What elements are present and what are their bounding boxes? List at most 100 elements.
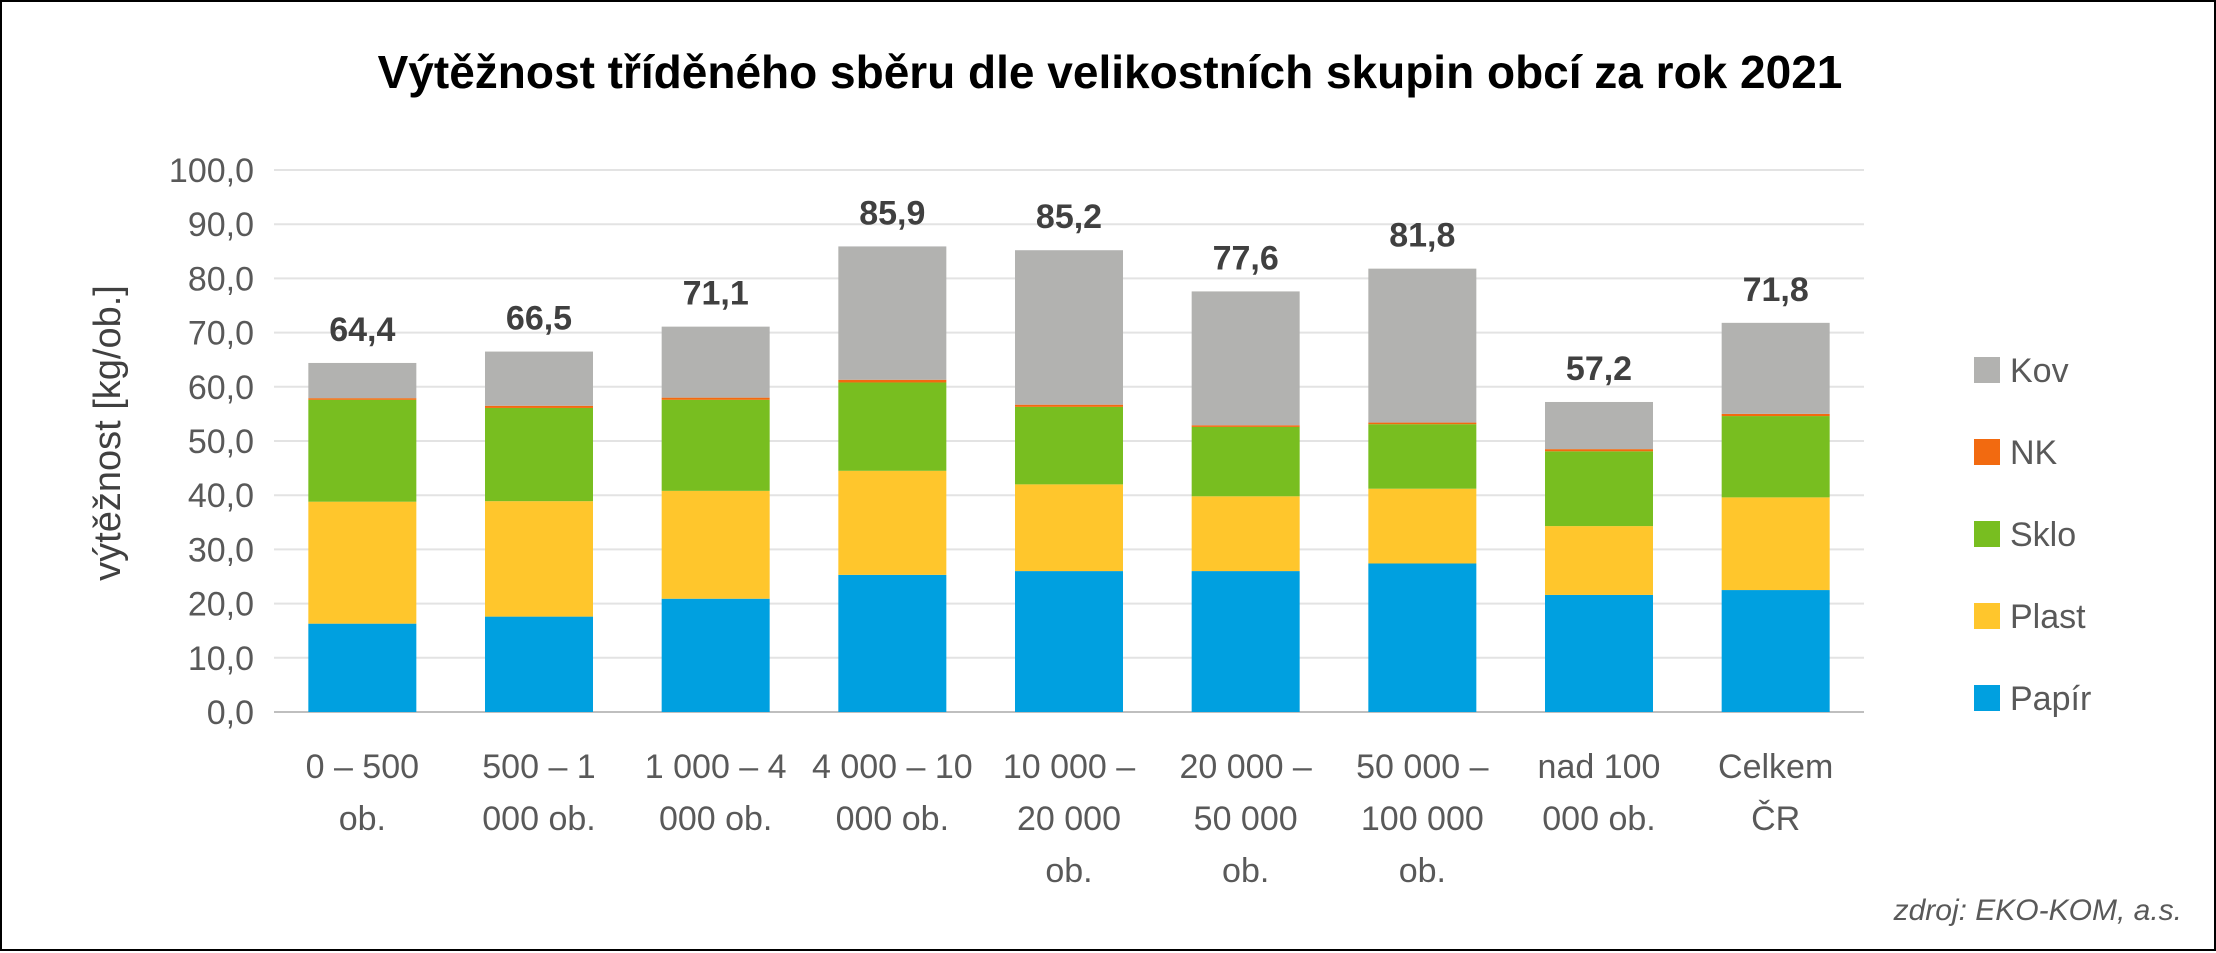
y-axis-ticks: 0,0 10,0 20,0 30,0 40,0 50,0 60,0 70,0 80,0 90,0 1… xyxy=(169,152,254,732)
y-tick-label: 10,0 xyxy=(188,640,254,678)
bar-segment-nk xyxy=(1015,404,1123,407)
category-labels: 0 – 500 ob. 500 – 1 000 ob. 1 000 – 4 000 ob.… xyxy=(306,748,1834,890)
y-tick-label: 80,0 xyxy=(188,260,254,298)
bar-segment-nk xyxy=(1368,422,1477,425)
x-tick-label: ČR xyxy=(1751,800,1800,838)
legend-swatch-plast xyxy=(1974,603,2000,629)
x-tick-label: 50 000 – xyxy=(1356,748,1488,786)
x-tick-label: ob. xyxy=(1222,852,1269,890)
bar-segment-papír xyxy=(838,574,947,712)
bar-segment-kov xyxy=(308,362,417,399)
legend-swatch-kov xyxy=(1974,357,2000,383)
bar-segment-plast xyxy=(485,501,593,617)
bar-segment-kov xyxy=(485,351,593,406)
y-tick-label: 60,0 xyxy=(188,369,254,407)
total-label: 57,2 xyxy=(1566,350,1632,388)
bar-segment-nk xyxy=(1721,413,1830,417)
legend-label: Papír xyxy=(2010,680,2091,718)
x-tick-label: 1 000 – 4 xyxy=(645,748,787,786)
bar-segment-plast xyxy=(661,490,770,599)
bar-segment-papír xyxy=(661,598,770,712)
y-axis-label: výtěžnost [kg/ob.] xyxy=(87,285,129,581)
x-tick-label: 10 000 – xyxy=(1003,748,1135,786)
legend-label: Kov xyxy=(2010,352,2069,390)
bar-segment-plast xyxy=(1191,496,1300,572)
legend-label: Sklo xyxy=(2010,516,2076,554)
y-tick-label: 40,0 xyxy=(188,477,254,515)
bar-segment-sklo xyxy=(838,382,947,471)
total-labels: 64,4 66,5 71,1 85,9 85,2 77,6 81,8 57,2 71,8 xyxy=(329,194,1809,388)
x-tick-label: nad 100 xyxy=(1538,748,1661,786)
total-label: 77,6 xyxy=(1213,239,1279,277)
bar-segment-papír xyxy=(1191,571,1300,712)
bar-segment-sklo xyxy=(1368,424,1477,489)
legend-swatch-nk xyxy=(1974,439,2000,465)
bar-segment-nk xyxy=(1545,449,1653,452)
bar-segment-plast xyxy=(1545,526,1653,595)
x-tick-label: 000 ob. xyxy=(1542,800,1655,838)
bar-segment-kov xyxy=(661,326,770,398)
legend-swatch-sklo xyxy=(1974,521,2000,547)
bar-segment-nk xyxy=(308,398,417,400)
total-label: 85,9 xyxy=(859,194,925,232)
y-tick-label: 90,0 xyxy=(188,206,254,244)
bars xyxy=(308,246,1830,712)
bar-segment-sklo xyxy=(1721,416,1830,498)
total-label: 66,5 xyxy=(506,300,572,338)
x-tick-label: ob. xyxy=(1399,852,1446,890)
x-tick-label: 20 000 – xyxy=(1179,748,1311,786)
legend-swatch-papír xyxy=(1974,685,2000,711)
x-tick-label: 000 ob. xyxy=(836,800,949,838)
total-label: 64,4 xyxy=(329,311,395,349)
x-tick-label: 000 ob. xyxy=(482,800,595,838)
total-label: 71,1 xyxy=(683,275,749,313)
x-tick-label: 4 000 – 10 xyxy=(812,748,973,786)
bar-segment-nk xyxy=(1191,425,1300,427)
legend-label: NK xyxy=(2010,434,2058,472)
x-tick-label: 500 – 1 xyxy=(482,748,595,786)
bar-segment-sklo xyxy=(308,399,417,502)
bar-segment-kov xyxy=(1015,250,1123,405)
legend-label: Plast xyxy=(2010,598,2086,636)
y-tick-label: 100,0 xyxy=(169,152,254,190)
x-tick-label: 000 ob. xyxy=(659,800,772,838)
bar-segment-sklo xyxy=(485,407,593,502)
source-note: zdroj: EKO-KOM, a.s. xyxy=(1893,894,2182,927)
bar-segment-papír xyxy=(485,616,593,712)
y-tick-label: 20,0 xyxy=(188,586,254,624)
total-label: 81,8 xyxy=(1389,217,1455,255)
y-tick-label: 0,0 xyxy=(207,694,254,732)
total-label: 85,2 xyxy=(1036,198,1102,236)
bar-segment-nk xyxy=(838,379,947,383)
bar-segment-plast xyxy=(1015,484,1123,572)
bar-segment-papír xyxy=(308,623,417,712)
x-tick-label: 20 000 xyxy=(1017,800,1121,838)
x-tick-label: ob. xyxy=(1045,852,1092,890)
bar-segment-sklo xyxy=(1191,426,1300,497)
bar-segment-plast xyxy=(1368,488,1477,564)
bar-segment-plast xyxy=(1721,497,1830,591)
bar-segment-plast xyxy=(838,470,947,575)
bar-segment-sklo xyxy=(661,399,770,491)
y-tick-label: 30,0 xyxy=(188,531,254,569)
total-label: 71,8 xyxy=(1743,271,1809,309)
bar-segment-sklo xyxy=(1015,406,1123,485)
bar-segment-kov xyxy=(838,246,947,380)
bar-segment-papír xyxy=(1368,563,1477,712)
bar-segment-kov xyxy=(1545,401,1653,450)
x-tick-label: ob. xyxy=(339,800,386,838)
bar-segment-sklo xyxy=(1545,451,1653,527)
bar-segment-nk xyxy=(485,405,593,408)
bar-segment-papír xyxy=(1015,571,1123,712)
x-tick-label: Celkem xyxy=(1718,748,1833,786)
bar-segment-kov xyxy=(1721,322,1830,414)
y-tick-label: 70,0 xyxy=(188,315,254,353)
x-tick-label: 50 000 xyxy=(1194,800,1298,838)
bar-segment-papír xyxy=(1721,590,1830,712)
bar-segment-kov xyxy=(1191,291,1300,426)
x-tick-label: 0 – 500 xyxy=(306,748,419,786)
bar-segment-papír xyxy=(1545,594,1653,712)
x-tick-label: 100 000 xyxy=(1361,800,1484,838)
